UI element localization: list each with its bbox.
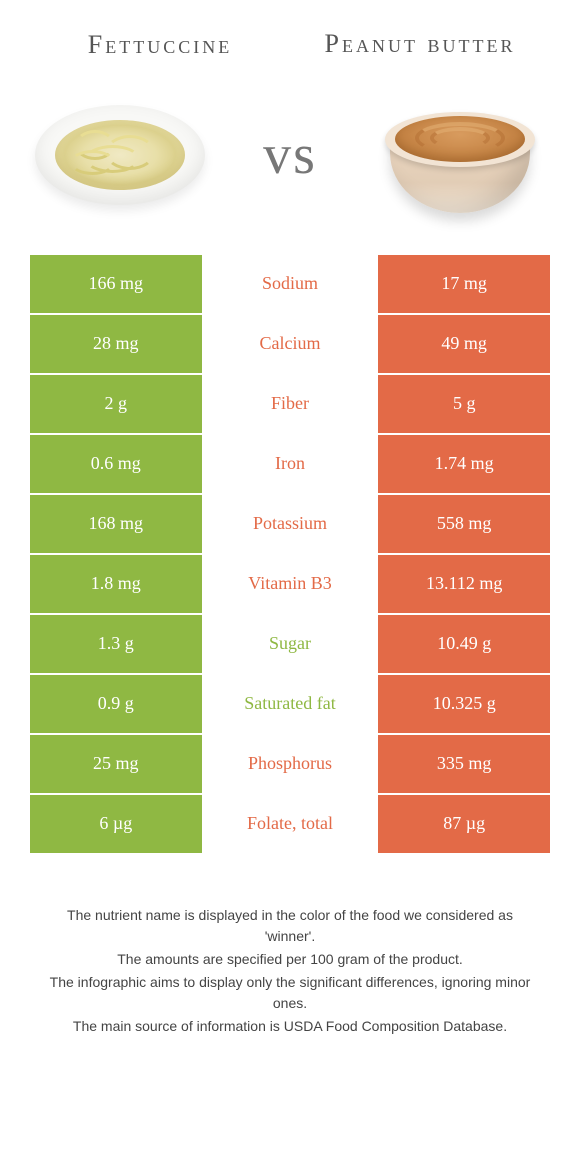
nutrient-name: Vitamin B3 bbox=[202, 555, 379, 613]
right-value: 87 µg bbox=[378, 795, 550, 853]
header-row: Fettuccine Peanut butter bbox=[30, 30, 550, 60]
nutrient-row: 1.3 gSugar10.49 g bbox=[30, 615, 550, 675]
nutrient-name: Fiber bbox=[202, 375, 379, 433]
left-value: 2 g bbox=[30, 375, 202, 433]
right-value: 10.49 g bbox=[378, 615, 550, 673]
right-value: 49 mg bbox=[378, 315, 550, 373]
left-value: 28 mg bbox=[30, 315, 202, 373]
right-value: 13.112 mg bbox=[378, 555, 550, 613]
left-value: 1.3 g bbox=[30, 615, 202, 673]
left-value: 25 mg bbox=[30, 735, 202, 793]
footer-line: The main source of information is USDA F… bbox=[40, 1016, 540, 1037]
nutrient-row: 2 gFiber5 g bbox=[30, 375, 550, 435]
nutrient-row: 0.6 mgIron1.74 mg bbox=[30, 435, 550, 495]
left-value: 1.8 mg bbox=[30, 555, 202, 613]
right-value: 17 mg bbox=[378, 255, 550, 313]
left-value: 0.6 mg bbox=[30, 435, 202, 493]
nutrient-row: 1.8 mgVitamin B313.112 mg bbox=[30, 555, 550, 615]
nutrient-name: Phosphorus bbox=[202, 735, 379, 793]
nutrient-name: Calcium bbox=[202, 315, 379, 373]
left-value: 6 µg bbox=[30, 795, 202, 853]
infographic-container: Fettuccine Peanut butter vs 166 bbox=[0, 0, 580, 1059]
nutrient-name: Folate, total bbox=[202, 795, 379, 853]
right-value: 558 mg bbox=[378, 495, 550, 553]
nutrient-row: 28 mgCalcium49 mg bbox=[30, 315, 550, 375]
nutrient-row: 166 mgSodium17 mg bbox=[30, 255, 550, 315]
right-value: 335 mg bbox=[378, 735, 550, 793]
nutrient-table: 166 mgSodium17 mg28 mgCalcium49 mg2 gFib… bbox=[30, 255, 550, 855]
nutrient-name: Potassium bbox=[202, 495, 379, 553]
left-value: 0.9 g bbox=[30, 675, 202, 733]
left-value: 166 mg bbox=[30, 255, 202, 313]
right-food-title: Peanut butter bbox=[290, 30, 550, 57]
right-value: 10.325 g bbox=[378, 675, 550, 733]
footer-line: The infographic aims to display only the… bbox=[40, 972, 540, 1014]
footer-line: The nutrient name is displayed in the co… bbox=[40, 905, 540, 947]
nutrient-row: 25 mgPhosphorus335 mg bbox=[30, 735, 550, 795]
footer-line: The amounts are specified per 100 gram o… bbox=[40, 949, 540, 970]
right-value: 1.74 mg bbox=[378, 435, 550, 493]
nutrient-name: Sodium bbox=[202, 255, 379, 313]
right-value: 5 g bbox=[378, 375, 550, 433]
peanut-butter-image bbox=[370, 85, 550, 225]
nutrient-name: Iron bbox=[202, 435, 379, 493]
nutrient-row: 0.9 gSaturated fat10.325 g bbox=[30, 675, 550, 735]
left-food-title: Fettuccine bbox=[30, 30, 290, 60]
footer-notes: The nutrient name is displayed in the co… bbox=[30, 905, 550, 1037]
nutrient-row: 168 mgPotassium558 mg bbox=[30, 495, 550, 555]
left-value: 168 mg bbox=[30, 495, 202, 553]
fettuccine-image bbox=[30, 85, 210, 225]
nutrient-name: Sugar bbox=[202, 615, 379, 673]
vs-text: vs bbox=[263, 123, 317, 187]
images-row: vs bbox=[30, 85, 550, 225]
nutrient-name: Saturated fat bbox=[202, 675, 379, 733]
nutrient-row: 6 µgFolate, total87 µg bbox=[30, 795, 550, 855]
